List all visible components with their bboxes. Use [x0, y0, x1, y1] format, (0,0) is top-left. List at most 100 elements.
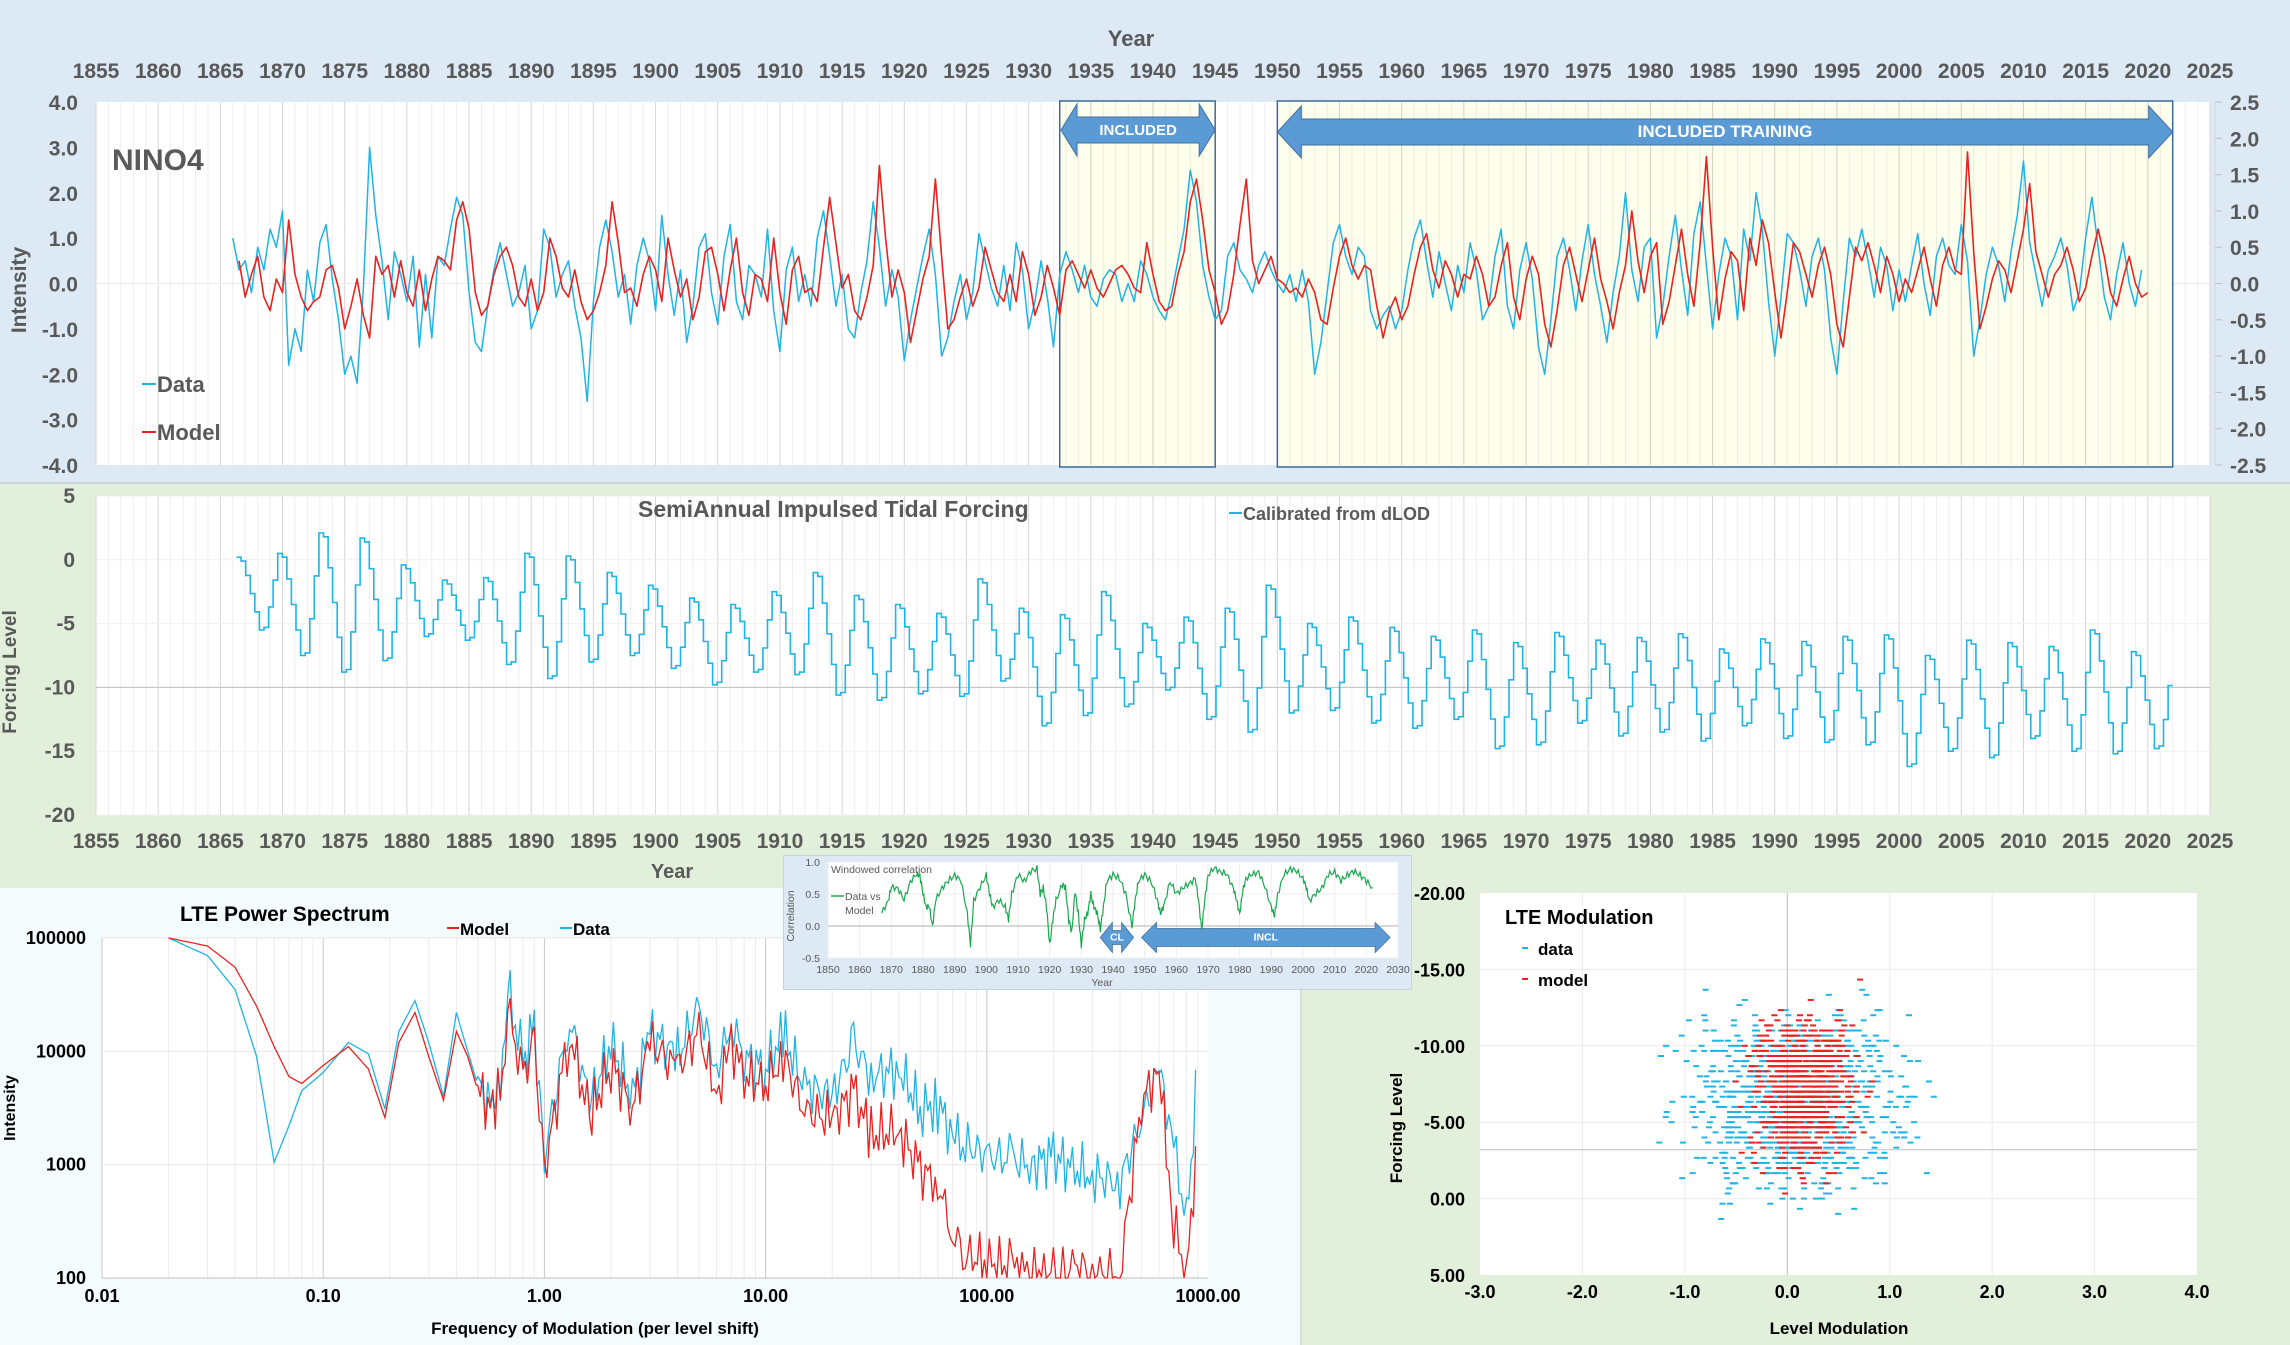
nino4-y-axis-title: Intensity	[8, 247, 31, 334]
x-tick-label: 1930	[1070, 964, 1094, 976]
inset-y-axis-title: Correlation	[785, 890, 797, 942]
double-arrow-shape	[1060, 102, 1216, 158]
x-tick-label: 1880	[911, 964, 935, 976]
x-tick-label: 2010	[1323, 964, 1347, 976]
tidal-forcing-chart-panel: 1855 1860 1865 1870 1875 1880 1885 1890 1895 1900…	[0, 482, 2290, 888]
tidal-title: SemiAnnual Impulsed Tidal Forcing	[638, 496, 1029, 522]
x-tick-label: 1940	[1130, 830, 1177, 853]
x-tick-label: 1990	[1260, 964, 1284, 976]
x-tick-label: 1905	[694, 830, 741, 853]
spectrum-gridlines	[101, 937, 1208, 1279]
y-tick-label: -15	[45, 740, 76, 763]
included-training-arrow: INCLUDED TRAINING	[1276, 104, 2174, 160]
y2-tick-label: -2.5	[2230, 455, 2267, 478]
x-tick-label: 2005	[1938, 830, 1985, 853]
legend-label-data: Data	[573, 920, 610, 939]
series-line-data	[168, 937, 1197, 1216]
inset-series-line	[881, 864, 1373, 949]
legend-label-data-vs-model-line1: Data vs	[845, 891, 881, 903]
nino4-title: NINO4	[112, 144, 204, 177]
nino4-x-ticks: 1855 1860 1865 1870 1875 1880 1885 1890 1895 1900…	[73, 60, 2234, 83]
inset-gridlines	[827, 861, 1399, 959]
x-tick-label: 1890	[508, 830, 555, 853]
y2-tick-label: 0.0	[2230, 274, 2259, 297]
x-tick-label: 1930	[1005, 830, 1052, 853]
tidal-y-ticks: 5 0 -5 -10 -15 -20	[45, 485, 76, 827]
x-tick-label: 1880	[384, 60, 431, 83]
x-tick-label: 1985	[1689, 60, 1736, 83]
inset-x-axis-title: Year	[1091, 977, 1113, 989]
x-tick-label: 2005	[1938, 60, 1985, 83]
scatter-x-axis-title: Level Modulation	[1770, 1319, 1909, 1338]
x-tick-label: 1960	[1165, 964, 1189, 976]
legend-label-model: model	[1538, 971, 1588, 990]
x-tick-label: 1955	[1316, 830, 1363, 853]
nino4-chart-panel: INCLUDED INCLUDED TRAINING 1855 1860 1865 18…	[0, 0, 2290, 482]
x-tick-label: 1980	[1627, 830, 1674, 853]
scatter-gridlines	[1480, 893, 2197, 1275]
y2-tick-label: 2.5	[2230, 92, 2260, 115]
tidal-gridlines	[95, 495, 2211, 816]
y-tick-label: 0.0	[49, 274, 78, 297]
x-tick-label: 0.10	[306, 1286, 341, 1306]
scatter-points	[1656, 978, 1937, 1220]
x-tick-label: 1920	[881, 830, 928, 853]
y-tick-label: 0.0	[805, 921, 820, 933]
double-arrow-shape	[1276, 104, 2174, 160]
y2-tick-label: -0.5	[2230, 310, 2267, 333]
y-tick-label: 100000	[26, 928, 86, 948]
y-tick-label: -3.0	[42, 410, 78, 433]
scatter-x-ticks: -3.0 -2.0 -1.0 0.0 1.0 2.0 3.0 4.0	[1464, 1282, 2209, 1302]
x-tick-label: 1960	[1378, 830, 1425, 853]
x-tick-label: 1875	[321, 60, 368, 83]
inset-x-ticks: 1850 1860 1870 1880 1890 1900 1910 1920 1930 1940…	[816, 964, 1410, 976]
x-tick-label: 1885	[446, 60, 493, 83]
inset-y-ticks: 1.0 0.5 0.0 -0.5	[802, 857, 820, 965]
x-tick-label: 1.00	[527, 1286, 562, 1306]
x-tick-label: 1890	[943, 964, 967, 976]
x-tick-label: 2025	[2187, 60, 2234, 83]
x-tick-label: 2025	[2187, 830, 2234, 853]
x-tick-label: 1875	[321, 830, 368, 853]
x-tick-label: 1940	[1101, 964, 1125, 976]
x-tick-label: 1870	[259, 830, 306, 853]
x-tick-label: 1960	[1378, 60, 1425, 83]
x-tick-label: 1940	[1130, 60, 1177, 83]
y-tick-label: 100	[56, 1268, 86, 1288]
scatter-y-axis-title: Forcing Level	[1387, 1073, 1406, 1184]
series-line-model	[238, 151, 2149, 348]
lte-modulation-chart: -3.0 -2.0 -1.0 0.0 1.0 2.0 3.0 4.0 -20.00 -15.00…	[1387, 884, 2210, 1338]
nino4-y-ticks: 4.0 3.0 2.0 1.0 0.0 -1.0 -2.0 -3.0 -4.0	[42, 92, 78, 478]
x-tick-label: 1975	[1565, 830, 1612, 853]
y2-tick-label: 0.5	[2230, 237, 2260, 260]
x-tick-label: 1910	[757, 60, 804, 83]
x-tick-label: 1885	[446, 830, 493, 853]
x-tick-label: 1945	[1192, 60, 1239, 83]
incl-arrow-label: INCL	[1254, 932, 1279, 944]
x-tick-label: 2000	[1876, 830, 1923, 853]
x-tick-label: 1925	[943, 830, 990, 853]
y-tick-label: 0.5	[805, 889, 820, 901]
y-tick-label: 0	[63, 549, 75, 572]
y-tick-label: -2.0	[42, 364, 78, 387]
y-tick-label: -4.0	[42, 455, 78, 478]
y-tick-label: -10.00	[1414, 1037, 1465, 1057]
nino4-chart: INCLUDED INCLUDED TRAINING 1855 1860 1865 18…	[8, 26, 2267, 478]
tidal-x-axis-title: Year	[651, 861, 693, 883]
y-tick-label: -1.0	[42, 319, 78, 342]
tidal-y-axis-title: Forcing Level	[0, 610, 21, 734]
x-tick-label: 1880	[384, 830, 431, 853]
x-tick-label: 2020	[2124, 830, 2171, 853]
x-tick-label: 2015	[2062, 60, 2109, 83]
x-tick-label: 1990	[1751, 60, 1798, 83]
x-tick-label: 1975	[1565, 60, 1612, 83]
x-tick-label: 1915	[819, 830, 866, 853]
spectrum-title: LTE Power Spectrum	[180, 903, 390, 926]
x-tick-label: 1900	[632, 830, 679, 853]
nino4-training-arrows: INCLUDED INCLUDED TRAINING	[1060, 102, 2174, 160]
x-tick-label: 2020	[1355, 964, 1379, 976]
x-tick-label: 2010	[2000, 830, 2047, 853]
x-tick-label: 1930	[1005, 60, 1052, 83]
x-tick-label: 1855	[73, 830, 120, 853]
y2-tick-label: -1.0	[2230, 346, 2266, 369]
